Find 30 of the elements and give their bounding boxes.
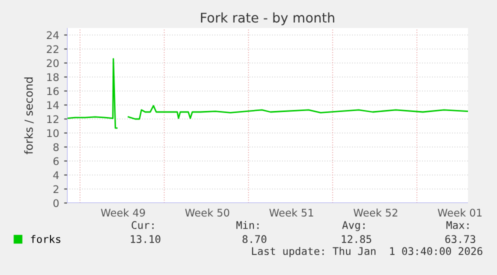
y-tick-label: 18 (47, 73, 59, 82)
text: 12.85 (342, 235, 372, 244)
x-tick-label: Week 49 (100, 208, 145, 217)
x-tick-label: Week 50 (185, 208, 230, 217)
y-axis-title: forks / second (24, 78, 34, 154)
y-tick-label: 10 (47, 129, 59, 138)
y-tick-label: 12 (47, 115, 58, 123)
y-tick-label: 24 (46, 31, 59, 39)
chart-title: Fork rate - by month (201, 12, 334, 26)
text: Avg: (342, 221, 365, 232)
x-tick-label: Week 52 (354, 208, 398, 217)
y-tick-label: 6 (53, 157, 59, 166)
y-tick-label: 8 (53, 143, 59, 152)
text: 63.73 (445, 235, 476, 244)
y-tick-label: 4 (53, 171, 59, 179)
x-tick-label: Week 51 (269, 208, 314, 217)
text: Min: (236, 220, 259, 229)
text: Cur: (132, 221, 154, 230)
y-tick-label: 14 (47, 101, 59, 109)
text: Last update: Thu Jan 1 03:40:00 2026 (252, 246, 482, 258)
legend-label: forks (30, 234, 60, 244)
text: Max: (446, 221, 469, 230)
y-tick-label: 0 (53, 199, 59, 208)
x-tick-label: Week 01 (438, 208, 482, 217)
y-tick-label: 2 (53, 185, 58, 193)
text: 8.70 (242, 235, 266, 244)
y-tick-label: 22 (46, 45, 58, 53)
text: 13.10 (130, 235, 160, 244)
y-tick-label: 16 (47, 87, 59, 96)
y-tick-label: 20 (46, 59, 59, 68)
